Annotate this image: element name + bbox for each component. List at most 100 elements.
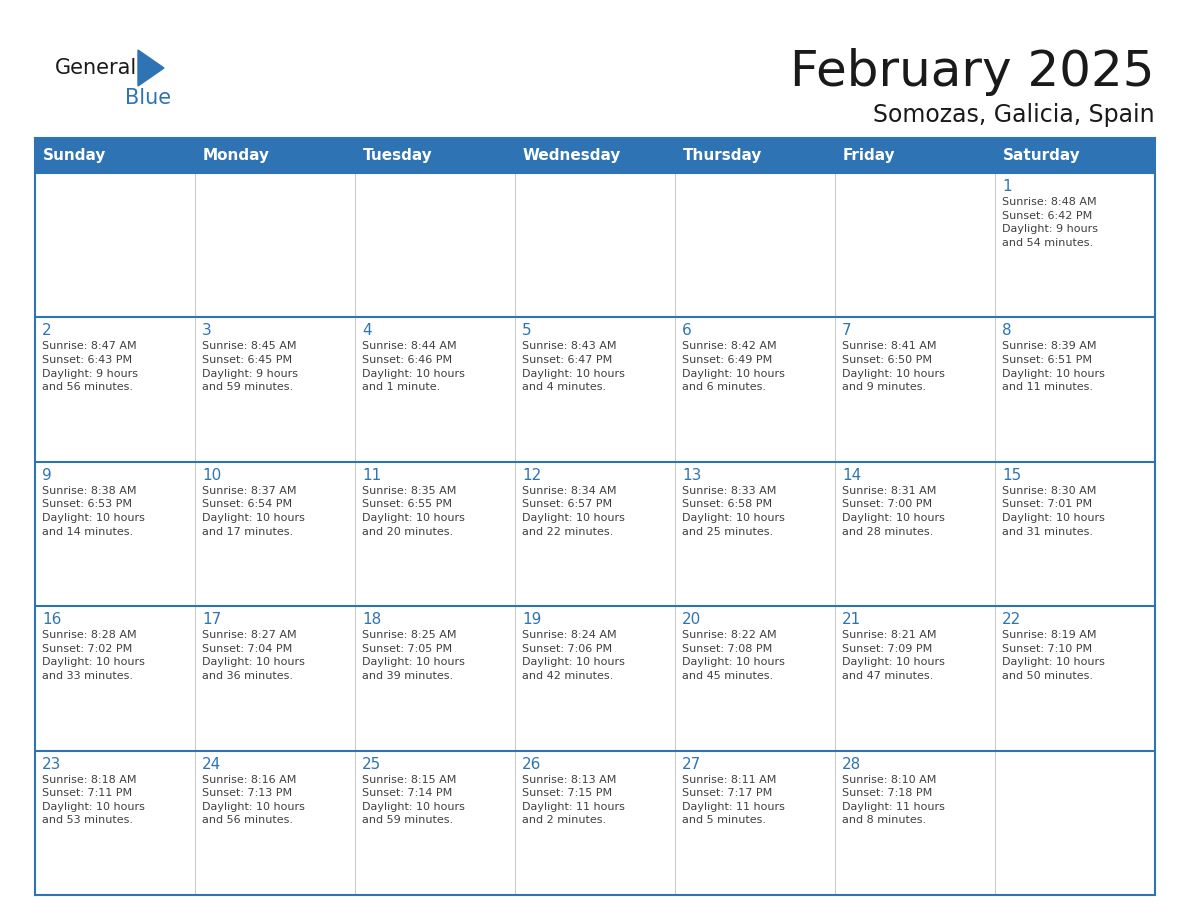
Text: Sunrise: 8:37 AM
Sunset: 6:54 PM
Daylight: 10 hours
and 17 minutes.: Sunrise: 8:37 AM Sunset: 6:54 PM Dayligh… [202,486,305,537]
Bar [195,138,355,173]
Text: Sunday: Sunday [43,148,107,163]
Text: 2: 2 [42,323,51,339]
Text: 18: 18 [362,612,381,627]
Bar [34,462,195,606]
Text: Sunrise: 8:15 AM
Sunset: 7:14 PM
Daylight: 10 hours
and 59 minutes.: Sunrise: 8:15 AM Sunset: 7:14 PM Dayligh… [362,775,465,825]
Text: Sunrise: 8:45 AM
Sunset: 6:45 PM
Daylight: 9 hours
and 59 minutes.: Sunrise: 8:45 AM Sunset: 6:45 PM Dayligh… [202,341,298,392]
Polygon shape [138,50,164,86]
Text: 13: 13 [682,468,701,483]
Bar [355,318,516,462]
Bar [516,138,675,173]
Text: Sunrise: 8:27 AM
Sunset: 7:04 PM
Daylight: 10 hours
and 36 minutes.: Sunrise: 8:27 AM Sunset: 7:04 PM Dayligh… [202,630,305,681]
Text: 14: 14 [842,468,861,483]
Text: Sunrise: 8:31 AM
Sunset: 7:00 PM
Daylight: 10 hours
and 28 minutes.: Sunrise: 8:31 AM Sunset: 7:00 PM Dayligh… [842,486,944,537]
Text: Sunrise: 8:42 AM
Sunset: 6:49 PM
Daylight: 10 hours
and 6 minutes.: Sunrise: 8:42 AM Sunset: 6:49 PM Dayligh… [682,341,785,392]
Bar [355,173,516,318]
Bar [34,138,195,173]
Text: Sunrise: 8:35 AM
Sunset: 6:55 PM
Daylight: 10 hours
and 20 minutes.: Sunrise: 8:35 AM Sunset: 6:55 PM Dayligh… [362,486,465,537]
Text: Blue: Blue [125,88,171,108]
Text: Sunrise: 8:22 AM
Sunset: 7:08 PM
Daylight: 10 hours
and 45 minutes.: Sunrise: 8:22 AM Sunset: 7:08 PM Dayligh… [682,630,785,681]
Text: Wednesday: Wednesday [523,148,621,163]
Text: February 2025: February 2025 [790,48,1155,96]
Text: 6: 6 [682,323,691,339]
Text: Sunrise: 8:18 AM
Sunset: 7:11 PM
Daylight: 10 hours
and 53 minutes.: Sunrise: 8:18 AM Sunset: 7:11 PM Dayligh… [42,775,145,825]
Text: 7: 7 [842,323,852,339]
Text: Sunrise: 8:30 AM
Sunset: 7:01 PM
Daylight: 10 hours
and 31 minutes.: Sunrise: 8:30 AM Sunset: 7:01 PM Dayligh… [1001,486,1105,537]
Bar [355,606,516,751]
Bar [675,462,835,606]
Bar [835,318,996,462]
Bar [996,173,1155,318]
Text: 22: 22 [1001,612,1022,627]
Bar [675,173,835,318]
Bar [835,751,996,895]
Text: Sunrise: 8:19 AM
Sunset: 7:10 PM
Daylight: 10 hours
and 50 minutes.: Sunrise: 8:19 AM Sunset: 7:10 PM Dayligh… [1001,630,1105,681]
Bar [835,606,996,751]
Text: Sunrise: 8:43 AM
Sunset: 6:47 PM
Daylight: 10 hours
and 4 minutes.: Sunrise: 8:43 AM Sunset: 6:47 PM Dayligh… [522,341,625,392]
Bar [195,462,355,606]
Text: Sunrise: 8:21 AM
Sunset: 7:09 PM
Daylight: 10 hours
and 47 minutes.: Sunrise: 8:21 AM Sunset: 7:09 PM Dayligh… [842,630,944,681]
Text: General: General [55,58,138,78]
Text: 23: 23 [42,756,62,772]
Text: 16: 16 [42,612,62,627]
Text: 5: 5 [522,323,531,339]
Bar [835,462,996,606]
Text: 19: 19 [522,612,542,627]
Bar [996,318,1155,462]
Bar [355,462,516,606]
Text: 15: 15 [1001,468,1022,483]
Text: 24: 24 [202,756,221,772]
Text: Sunrise: 8:28 AM
Sunset: 7:02 PM
Daylight: 10 hours
and 33 minutes.: Sunrise: 8:28 AM Sunset: 7:02 PM Dayligh… [42,630,145,681]
Bar [996,751,1155,895]
Text: Sunrise: 8:10 AM
Sunset: 7:18 PM
Daylight: 11 hours
and 8 minutes.: Sunrise: 8:10 AM Sunset: 7:18 PM Dayligh… [842,775,944,825]
Bar [516,606,675,751]
Text: Sunrise: 8:47 AM
Sunset: 6:43 PM
Daylight: 9 hours
and 56 minutes.: Sunrise: 8:47 AM Sunset: 6:43 PM Dayligh… [42,341,138,392]
Text: 20: 20 [682,612,701,627]
Text: 27: 27 [682,756,701,772]
Bar [996,606,1155,751]
Bar [996,462,1155,606]
Text: Sunrise: 8:34 AM
Sunset: 6:57 PM
Daylight: 10 hours
and 22 minutes.: Sunrise: 8:34 AM Sunset: 6:57 PM Dayligh… [522,486,625,537]
Text: 9: 9 [42,468,52,483]
Text: 26: 26 [522,756,542,772]
Bar [516,318,675,462]
Text: 17: 17 [202,612,221,627]
Text: Sunrise: 8:39 AM
Sunset: 6:51 PM
Daylight: 10 hours
and 11 minutes.: Sunrise: 8:39 AM Sunset: 6:51 PM Dayligh… [1001,341,1105,392]
Text: Friday: Friday [843,148,896,163]
Bar [835,138,996,173]
Text: Sunrise: 8:25 AM
Sunset: 7:05 PM
Daylight: 10 hours
and 39 minutes.: Sunrise: 8:25 AM Sunset: 7:05 PM Dayligh… [362,630,465,681]
Bar [675,751,835,895]
Text: 10: 10 [202,468,221,483]
Bar [195,751,355,895]
Text: 12: 12 [522,468,542,483]
Text: Sunrise: 8:38 AM
Sunset: 6:53 PM
Daylight: 10 hours
and 14 minutes.: Sunrise: 8:38 AM Sunset: 6:53 PM Dayligh… [42,486,145,537]
Bar [34,173,195,318]
Bar [195,606,355,751]
Text: 21: 21 [842,612,861,627]
Text: Somozas, Galicia, Spain: Somozas, Galicia, Spain [873,103,1155,127]
Bar [355,751,516,895]
Text: 28: 28 [842,756,861,772]
Text: Sunrise: 8:41 AM
Sunset: 6:50 PM
Daylight: 10 hours
and 9 minutes.: Sunrise: 8:41 AM Sunset: 6:50 PM Dayligh… [842,341,944,392]
Bar [516,462,675,606]
Bar [675,606,835,751]
Text: 3: 3 [202,323,211,339]
Text: Sunrise: 8:24 AM
Sunset: 7:06 PM
Daylight: 10 hours
and 42 minutes.: Sunrise: 8:24 AM Sunset: 7:06 PM Dayligh… [522,630,625,681]
Text: 11: 11 [362,468,381,483]
Bar [34,606,195,751]
Text: Sunrise: 8:16 AM
Sunset: 7:13 PM
Daylight: 10 hours
and 56 minutes.: Sunrise: 8:16 AM Sunset: 7:13 PM Dayligh… [202,775,305,825]
Bar [516,173,675,318]
Text: Sunrise: 8:44 AM
Sunset: 6:46 PM
Daylight: 10 hours
and 1 minute.: Sunrise: 8:44 AM Sunset: 6:46 PM Dayligh… [362,341,465,392]
Bar [34,751,195,895]
Bar [195,318,355,462]
Text: Saturday: Saturday [1003,148,1081,163]
Bar [195,173,355,318]
Text: Sunrise: 8:11 AM
Sunset: 7:17 PM
Daylight: 11 hours
and 5 minutes.: Sunrise: 8:11 AM Sunset: 7:17 PM Dayligh… [682,775,785,825]
Text: 8: 8 [1001,323,1012,339]
Text: Monday: Monday [203,148,270,163]
Bar [835,173,996,318]
Text: Tuesday: Tuesday [364,148,432,163]
Text: Sunrise: 8:48 AM
Sunset: 6:42 PM
Daylight: 9 hours
and 54 minutes.: Sunrise: 8:48 AM Sunset: 6:42 PM Dayligh… [1001,197,1098,248]
Bar [516,751,675,895]
Text: Thursday: Thursday [683,148,763,163]
